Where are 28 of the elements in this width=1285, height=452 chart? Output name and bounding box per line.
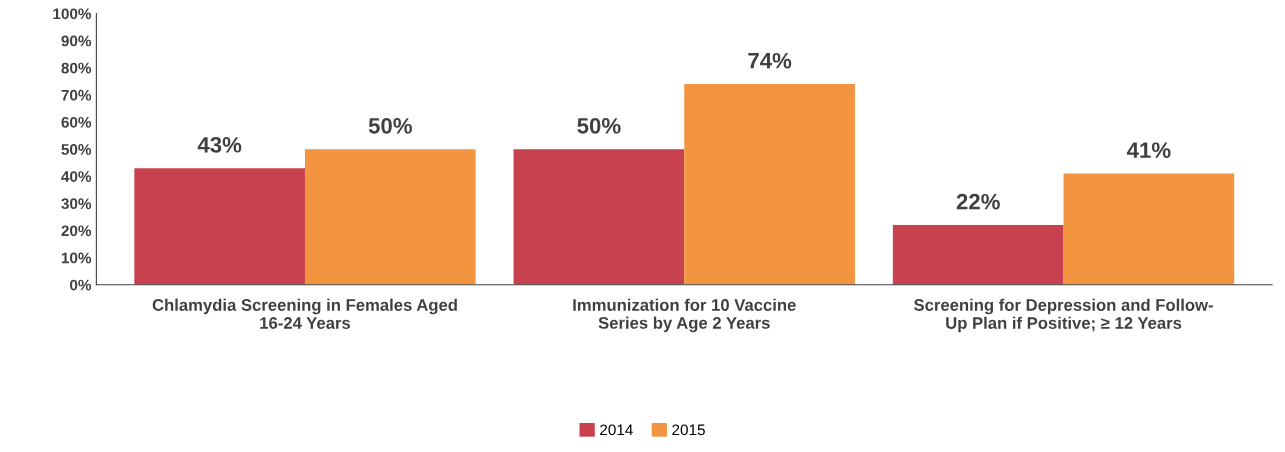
y-tick-label: 70% bbox=[61, 89, 92, 101]
x-tick-label: Screening for Depression and Follow- Up Plan if Positive; ≥ 12 Years bbox=[914, 298, 1213, 333]
y-tick-label: 10% bbox=[61, 252, 92, 264]
y-tick-label: 80% bbox=[61, 62, 92, 74]
y-tick-label: 40% bbox=[61, 171, 92, 182]
data-label: 50% bbox=[577, 117, 621, 134]
x-tick-label: Immunization for 10 Vaccine Series by Age 2 Years bbox=[573, 298, 796, 333]
data-label: 41% bbox=[1126, 142, 1171, 159]
data-label: 22% bbox=[956, 193, 1000, 210]
y-tick-label: 90% bbox=[61, 35, 92, 47]
y-tick-label: 20% bbox=[61, 225, 92, 237]
y-tick-label: 0% bbox=[70, 279, 92, 291]
data-label: 50% bbox=[368, 117, 412, 134]
bar bbox=[892, 225, 1064, 285]
legend-label: 2014 bbox=[600, 424, 633, 436]
x-tick-label: Chlamydia Screening in Females Aged 16-24 Years bbox=[152, 298, 457, 329]
data-label: 43% bbox=[197, 136, 242, 153]
bar bbox=[1063, 173, 1235, 285]
y-tick-label: 30% bbox=[61, 198, 92, 210]
bar bbox=[134, 168, 305, 285]
bar bbox=[304, 149, 476, 285]
y-tick-label: 50% bbox=[61, 144, 92, 155]
bar bbox=[513, 149, 685, 285]
data-label: 74% bbox=[748, 52, 792, 69]
y-tick-label: 100% bbox=[53, 8, 92, 20]
y-tick-label: 60% bbox=[61, 116, 92, 128]
legend-label: 2015 bbox=[672, 424, 705, 436]
bar bbox=[684, 84, 855, 285]
